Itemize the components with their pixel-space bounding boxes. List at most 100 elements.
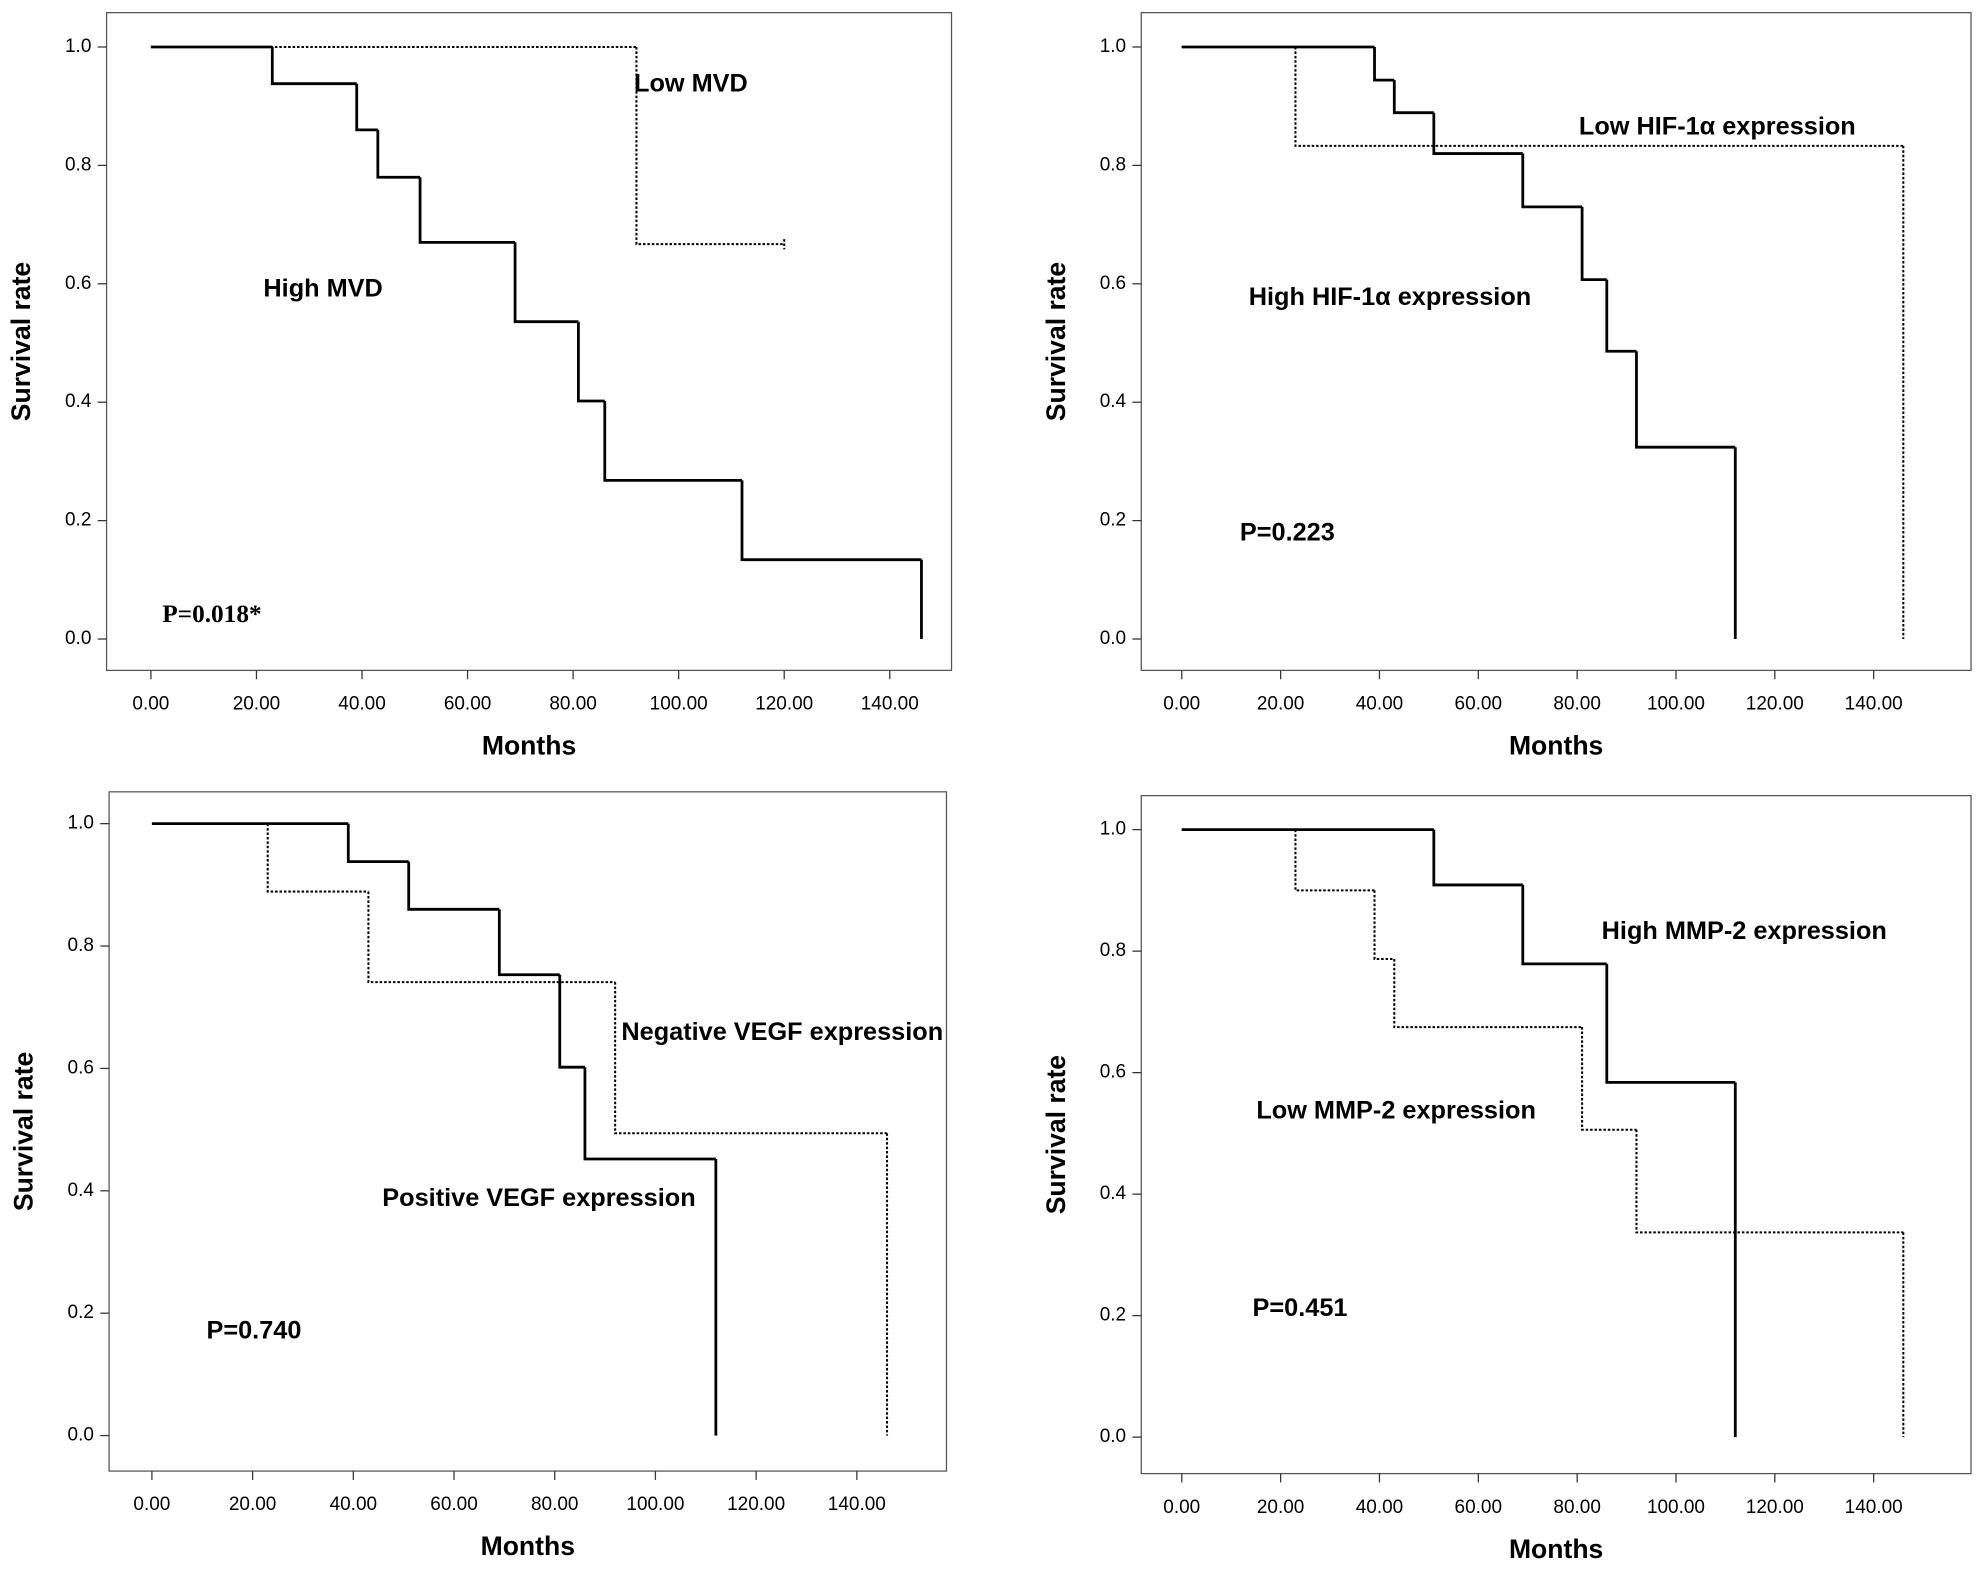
survival-step	[1580, 206, 1607, 282]
survival-step	[1432, 112, 1523, 155]
survival-step	[1635, 1129, 1904, 1234]
x-tick-label: 120.00	[1746, 1497, 1804, 1518]
x-axis-title: Months	[1509, 1534, 1603, 1564]
y-axis-title: Survival rate	[9, 1052, 39, 1211]
survival-step	[1392, 80, 1434, 115]
series-label: Negative VEGF expression	[621, 1018, 943, 1046]
survival-step	[1581, 1027, 1637, 1131]
x-tick-label: 140.00	[828, 1494, 886, 1515]
survival-step	[1294, 829, 1375, 892]
y-tick-label: 0.0	[68, 1425, 94, 1446]
x-tick-label: 60.00	[444, 694, 491, 715]
x-tick-label: 120.00	[1746, 694, 1804, 715]
y-axis-title: Survival rate	[1041, 262, 1071, 421]
p-value: P=0.451	[1253, 1294, 1348, 1322]
survival-step	[270, 46, 357, 86]
survival-step	[1521, 884, 1607, 966]
survival-step	[497, 909, 560, 977]
p-value: P=0.018*	[162, 600, 261, 628]
survival-step	[1432, 829, 1523, 887]
survival-step	[1373, 890, 1395, 961]
plot-frame	[1140, 794, 1972, 1475]
y-tick-label: 0.8	[65, 154, 91, 175]
series-label: High MVD	[263, 274, 382, 302]
survival-step	[266, 823, 369, 893]
y-axis-title: Survival rate	[1041, 1055, 1071, 1214]
series-label: High MMP-2 expression	[1602, 917, 1887, 945]
survival-step	[1635, 351, 1736, 449]
survival-step	[577, 321, 605, 403]
x-tick-label: 80.00	[1553, 1497, 1600, 1518]
x-tick-label: 20.00	[229, 1494, 276, 1515]
survival-step	[603, 401, 743, 482]
y-tick-label: 0.8	[68, 935, 94, 956]
series-label: Low HIF-1α expression	[1579, 112, 1856, 140]
survival-step	[1605, 279, 1637, 353]
x-tick-label: 80.00	[531, 1494, 578, 1515]
p-value: P=0.740	[207, 1317, 302, 1345]
y-tick-label: 0.4	[65, 391, 91, 412]
x-tick-label: 140.00	[1845, 694, 1903, 715]
y-tick-label: 0.4	[1100, 391, 1126, 412]
x-tick-label: 100.00	[1647, 1497, 1705, 1518]
y-tick-label: 1.0	[65, 36, 91, 57]
y-tick-label: 0.0	[65, 628, 91, 649]
y-tick-label: 0.6	[1100, 273, 1126, 294]
y-tick-label: 1.0	[1100, 819, 1126, 840]
x-tick-label: 0.00	[1163, 694, 1200, 715]
y-tick-label: 0.4	[1100, 1183, 1126, 1204]
y-tick-label: 0.8	[1100, 154, 1126, 175]
y-tick-label: 0.0	[1100, 1426, 1126, 1447]
x-axis-title: Months	[1509, 731, 1603, 761]
x-tick-label: 120.00	[727, 1494, 785, 1515]
x-tick-label: 20.00	[1257, 694, 1304, 715]
survival-step	[1294, 46, 1904, 147]
plot-frame	[1140, 12, 1972, 672]
x-tick-label: 120.00	[755, 694, 813, 715]
x-tick-label: 80.00	[549, 694, 596, 715]
x-tick-label: 60.00	[430, 1494, 477, 1515]
y-tick-label: 0.2	[1100, 1305, 1126, 1326]
survival-step	[376, 129, 421, 179]
survival-step	[583, 1067, 716, 1161]
y-tick-label: 0.0	[1100, 628, 1126, 649]
survival-step	[614, 982, 888, 1135]
x-tick-label: 100.00	[650, 694, 708, 715]
x-tick-label: 60.00	[1455, 1497, 1502, 1518]
survival-step	[1521, 153, 1583, 209]
x-tick-label: 0.00	[1163, 1497, 1200, 1518]
x-tick-label: 0.00	[133, 1494, 170, 1515]
survival-step	[418, 177, 516, 244]
x-tick-label: 40.00	[338, 694, 385, 715]
survival-step	[1605, 963, 1736, 1084]
x-tick-label: 140.00	[861, 694, 919, 715]
survival-step	[355, 83, 378, 132]
series-label: Low MMP-2 expression	[1256, 1097, 1536, 1125]
x-tick-label: 140.00	[1845, 1497, 1903, 1518]
series-label: Positive VEGF expression	[382, 1184, 695, 1212]
series-label: High HIF-1α expression	[1249, 283, 1531, 311]
survival-step	[635, 46, 785, 246]
p-value: P=0.223	[1240, 518, 1335, 546]
y-axis-title: Survival rate	[6, 262, 36, 421]
survival-step	[407, 861, 500, 911]
plot-frame	[108, 791, 948, 1472]
series-label: Low MVD	[634, 69, 748, 97]
y-tick-label: 0.6	[1100, 1062, 1126, 1083]
x-tick-label: 40.00	[1356, 694, 1403, 715]
y-tick-label: 0.2	[68, 1302, 94, 1323]
y-tick-label: 0.2	[65, 510, 91, 531]
y-tick-label: 1.0	[68, 813, 94, 834]
x-axis-title: Months	[481, 1531, 575, 1561]
x-tick-label: 40.00	[1356, 1497, 1403, 1518]
y-tick-label: 0.2	[1100, 510, 1126, 531]
y-tick-label: 0.8	[1100, 940, 1126, 961]
y-tick-label: 0.6	[68, 1057, 94, 1078]
y-tick-label: 1.0	[1100, 36, 1126, 57]
y-tick-label: 0.6	[65, 273, 91, 294]
survival-step	[1393, 959, 1583, 1029]
x-axis-title: Months	[482, 731, 576, 761]
x-tick-label: 40.00	[330, 1494, 377, 1515]
